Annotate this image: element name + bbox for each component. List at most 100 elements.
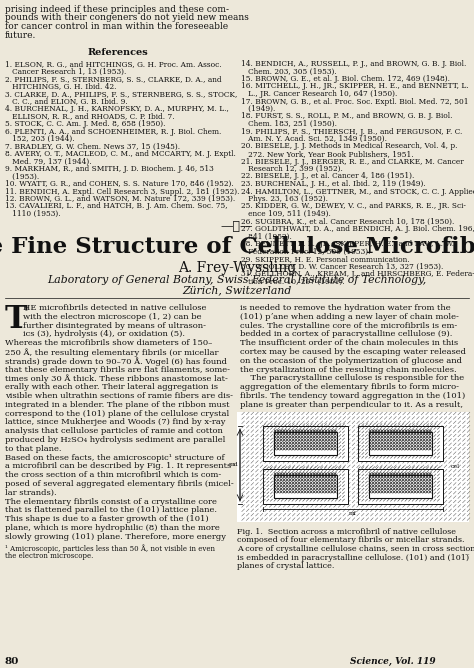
Text: Federation Proc. 12, 300 (1953).: Federation Proc. 12, 300 (1953).: [241, 248, 371, 255]
Text: 9. MARKHAM, R., and SMITH, J. D. Biochem. J. 46, 513: 9. MARKHAM, R., and SMITH, J. D. Biochem…: [5, 165, 214, 173]
Text: lattice, since Mukherjee and Woods (7) find by x-ray: lattice, since Mukherjee and Woods (7) f…: [5, 418, 226, 426]
Text: that these elementary fibrils are flat filaments, some-: that these elementary fibrils are flat f…: [5, 365, 230, 373]
Text: on the occasion of the polymerization of glucose and: on the occasion of the polymerization of…: [240, 357, 462, 365]
Text: 31. GELLHORN, A., KREAM, J., and HIRSCHBERG, E. Federa-: 31. GELLHORN, A., KREAM, J., and HIRSCHB…: [241, 270, 474, 278]
Text: 12. BROWN, G. L., and WATSON, M. Nature 172, 339 (1953).: 12. BROWN, G. L., and WATSON, M. Nature …: [5, 195, 235, 203]
Bar: [358, 426, 443, 461]
Text: 23. BURCHENAL, J. H., et al. Ibid. 2, 119 (1949).: 23. BURCHENAL, J. H., et al. Ibid. 2, 11…: [241, 180, 426, 188]
Text: to that plane.: to that plane.: [5, 445, 62, 453]
Text: HITCHINGS, G. H. Ibid. 42.: HITCHINGS, G. H. Ibid. 42.: [5, 83, 117, 90]
Text: The Fine Structure of Cellulose Microfibrils: The Fine Structure of Cellulose Microfib…: [0, 236, 474, 258]
Text: HE microfibrils detected in native cellulose: HE microfibrils detected in native cellu…: [23, 304, 206, 312]
Text: correspond to the (101) plane of the cellulose crystal: correspond to the (101) plane of the cel…: [5, 409, 229, 418]
Text: md.: md.: [264, 468, 274, 473]
Text: 25. KIDDER, G. W., DEWEY, V. C., and PARKS, R. E., JR. Sci-: 25. KIDDER, G. W., DEWEY, V. C., and PAR…: [241, 202, 466, 210]
Text: is needed to remove the hydration water from the: is needed to remove the hydration water …: [240, 304, 451, 312]
Bar: [263, 469, 348, 504]
Text: future.: future.: [5, 31, 36, 39]
Text: Science, Vol. 119: Science, Vol. 119: [350, 657, 436, 666]
Text: with the electron microscope (1, 2) can be: with the electron microscope (1, 2) can …: [23, 313, 201, 321]
Text: Research 12, 399 (1952).: Research 12, 399 (1952).: [241, 165, 343, 173]
Text: 29. SKIPPER, H. E. Personal communication.: 29. SKIPPER, H. E. Personal communicatio…: [241, 255, 410, 263]
Text: A core of crystalline cellulose chains, seen in cross section,: A core of crystalline cellulose chains, …: [237, 545, 474, 553]
Text: fibrils. The tendency toward aggregation in the (101): fibrils. The tendency toward aggregation…: [240, 392, 465, 400]
Text: mf: mf: [349, 511, 357, 516]
Text: 8. AVERY, O. T., MACLEOD, C. M., and MCCARTY, M. J. Exptl.: 8. AVERY, O. T., MACLEOD, C. M., and MCC…: [5, 150, 236, 158]
Text: 1. ELSON, R. G., and HITCHINGS, G. H. Proc. Am. Assoc.: 1. ELSON, R. G., and HITCHINGS, G. H. Pr…: [5, 60, 222, 68]
Text: 1110 (1953).: 1110 (1953).: [5, 210, 61, 218]
Text: Zürich, Switzerland: Zürich, Switzerland: [182, 285, 292, 295]
Text: (101) pʼane when adding a new layer of chain mole-: (101) pʼane when adding a new layer of c…: [240, 313, 459, 321]
Text: ence 109, 511 (1949).: ence 109, 511 (1949).: [241, 210, 331, 218]
Text: times only 30 Å thick. These ribbons anastomose lat-: times only 30 Å thick. These ribbons ana…: [5, 374, 228, 383]
Text: 2. PHILIPS, F. S., STERNBERG, S. S., CLARKE, D. A., and: 2. PHILIPS, F. S., STERNBERG, S. S., CLA…: [5, 75, 222, 83]
Text: Phys. 23, 163 (1952).: Phys. 23, 163 (1952).: [241, 195, 328, 203]
Bar: [237, 412, 469, 522]
Text: 11. BENDICH, A. Exptl. Cell Research 3, Suppl. 2, 181 (1952).: 11. BENDICH, A. Exptl. Cell Research 3, …: [5, 188, 239, 196]
Text: The elementary fibrils consist of a crystalline core: The elementary fibrils consist of a crys…: [5, 498, 217, 506]
Text: The paracrystalline cellulose is responsible for the: The paracrystalline cellulose is respons…: [240, 374, 464, 382]
Text: T: T: [5, 304, 28, 335]
Text: plane is greater than perpendicular to it. As a result,: plane is greater than perpendicular to i…: [240, 401, 463, 409]
Text: the electron microscope.: the electron microscope.: [5, 552, 93, 560]
Text: 27. GOLDTHWAIT, D. A., and BENDICH, A. J. Biol. Chem. 196,: 27. GOLDTHWAIT, D. A., and BENDICH, A. J…: [241, 225, 474, 233]
Text: 250 Å, the resulting elementary fibrils (or micellar: 250 Å, the resulting elementary fibrils …: [5, 348, 219, 357]
Text: Fig. 1.  Section across a microfibril of native cellulose: Fig. 1. Section across a microfibril of …: [237, 528, 456, 536]
Text: produced by H₂SO₄ hydrolysis sediment are parallel: produced by H₂SO₄ hydrolysis sediment ar…: [5, 436, 225, 444]
Bar: [369, 475, 432, 498]
Text: 24. HAMILTON, L., GETTNER, M., and STOCK, C. C. J. Applied: 24. HAMILTON, L., GETTNER, M., and STOCK…: [241, 188, 474, 196]
Text: 28. BENNETT, L. L., JR., SKIPPER, H. E., and LAW, L. W.: 28. BENNETT, L. L., JR., SKIPPER, H. E.,…: [241, 240, 454, 248]
Text: 6. PLENTI, A. A., and SCHOENHEIMER, R. J. Biol. Chem.: 6. PLENTI, A. A., and SCHOENHEIMER, R. J…: [5, 128, 221, 136]
Text: cel: cel: [451, 464, 460, 469]
Text: Chem. 203, 305 (1953).: Chem. 203, 305 (1953).: [241, 67, 337, 75]
Text: —❧—: —❧—: [221, 220, 253, 233]
Text: the cross section of a thin microfibril which is com-: the cross section of a thin microfibril …: [5, 471, 221, 479]
Text: 26. SUGIBRA, K., et al. Cancer Research 10, 178 (1950).: 26. SUGIBRA, K., et al. Cancer Research …: [241, 218, 455, 226]
Text: 272. New York, Year Book Publishers, 1951.: 272. New York, Year Book Publishers, 195…: [241, 150, 414, 158]
Text: 80: 80: [5, 657, 19, 666]
Text: Chem. 183, 251 (1950).: Chem. 183, 251 (1950).: [241, 120, 337, 128]
Text: for cancer control in man within the foreseeable: for cancer control in man within the for…: [5, 22, 228, 31]
Text: ics (3), hydrolysis (4), or oxidation (5).: ics (3), hydrolysis (4), or oxidation (5…: [23, 331, 185, 339]
Text: bedded in a cortex of paracrystalline cellulose (9).: bedded in a cortex of paracrystalline ce…: [240, 331, 452, 339]
Text: ELLISON, R. R., and RHOADS, C. P. Ibid. 7.: ELLISON, R. R., and RHOADS, C. P. Ibid. …: [5, 112, 174, 120]
Text: 19. PHILIPS, F. S., THIERSCH, J. B., and FERGUSON, F. C.: 19. PHILIPS, F. S., THIERSCH, J. B., and…: [241, 128, 462, 136]
Text: 841 (1952).: 841 (1952).: [241, 232, 292, 240]
Text: The insufficient order of the chain molecules in this: The insufficient order of the chain mole…: [240, 339, 458, 347]
Text: This shape is due to a faster growth of the (101): This shape is due to a faster growth of …: [5, 515, 209, 523]
Text: md: md: [229, 462, 239, 467]
Text: Med. 79, 137 (1944).: Med. 79, 137 (1944).: [5, 158, 91, 166]
Text: Laboratory of General Botany, Swiss Federal Institute of Technology,: Laboratory of General Botany, Swiss Fede…: [47, 275, 427, 285]
Text: tion Proc. 10, 297 (1951).: tion Proc. 10, 297 (1951).: [241, 277, 345, 285]
Bar: [274, 475, 337, 498]
Text: References: References: [88, 48, 148, 57]
Text: 17. BROWN, G. B., et al. Proc. Soc. Exptl. Biol. Med. 72, 501: 17. BROWN, G. B., et al. Proc. Soc. Expt…: [241, 98, 468, 106]
Text: slowly growing (101) plane. Therefore, more energy: slowly growing (101) plane. Therefore, m…: [5, 533, 226, 541]
Text: Am. N. Y. Acad. Sci. 52, 1349 (1950).: Am. N. Y. Acad. Sci. 52, 1349 (1950).: [241, 135, 387, 143]
Text: 5. STOCK, C. C. Am. J. Med. 8, 658 (1950).: 5. STOCK, C. C. Am. J. Med. 8, 658 (1950…: [5, 120, 165, 128]
Text: (1949).: (1949).: [241, 105, 275, 113]
Text: 7. BRADLEY, G. W. Chem. News 37, 15 (1945).: 7. BRADLEY, G. W. Chem. News 37, 15 (194…: [5, 142, 180, 150]
Text: 20. BIESELE, J. J. Methods in Medical Research, Vol. 4, p.: 20. BIESELE, J. J. Methods in Medical Re…: [241, 142, 457, 150]
Text: erally with each other. Their lateral aggregation is: erally with each other. Their lateral ag…: [5, 383, 218, 391]
Text: 21. BIESELE, J. J., BERGER, R. E., and CLARKE, M. Cancer: 21. BIESELE, J. J., BERGER, R. E., and C…: [241, 158, 464, 166]
Text: cules. The crystalline core of the microfibrils is em-: cules. The crystalline core of the micro…: [240, 321, 457, 329]
Text: 22. BIESELE, J. J., et al. Cancer 4, 186 (1951).: 22. BIESELE, J. J., et al. Cancer 4, 186…: [241, 172, 414, 180]
Text: planes of crystal lattice.: planes of crystal lattice.: [237, 562, 334, 570]
Text: Whereas the microfibrils show diameters of 150–: Whereas the microfibrils show diameters …: [5, 339, 212, 347]
Text: Based on these facts, the amicroscopic¹ structure of: Based on these facts, the amicroscopic¹ …: [5, 454, 225, 462]
Text: integrated in a blender. The plane of the ribbon must: integrated in a blender. The plane of th…: [5, 401, 229, 409]
Text: 152, 203 (1944).: 152, 203 (1944).: [5, 135, 74, 143]
Text: pounds with their congeners do not yield new means: pounds with their congeners do not yield…: [5, 13, 249, 23]
Text: visible when ultrathin sections of ramie fibers are dis-: visible when ultrathin sections of ramie…: [5, 392, 233, 400]
Bar: [358, 469, 443, 504]
Text: (1953).: (1953).: [5, 172, 39, 180]
Text: 10. WYATT, G. R., and COHEN, S. S. Nature 170, 846 (1952).: 10. WYATT, G. R., and COHEN, S. S. Natur…: [5, 180, 234, 188]
Text: further disintegrated by means of ultrason-: further disintegrated by means of ultras…: [23, 321, 206, 329]
Text: analysis that cellulose particles of ramie and cotton: analysis that cellulose particles of ram…: [5, 428, 223, 435]
Text: prising indeed if these principles and these com-: prising indeed if these principles and t…: [5, 5, 229, 14]
Text: 18. FURST, S. S., ROLL, P. M., and BROWN, G. B. J. Biol.: 18. FURST, S. S., ROLL, P. M., and BROWN…: [241, 112, 453, 120]
Text: plane, which is more hydrophilic (8) than the more: plane, which is more hydrophilic (8) tha…: [5, 524, 220, 532]
Text: a microfibril can be described by Fig. 1. It represents: a microfibril can be described by Fig. 1…: [5, 462, 231, 470]
Text: composed of four elementary fibrils or micellar strands.: composed of four elementary fibrils or m…: [237, 536, 465, 544]
